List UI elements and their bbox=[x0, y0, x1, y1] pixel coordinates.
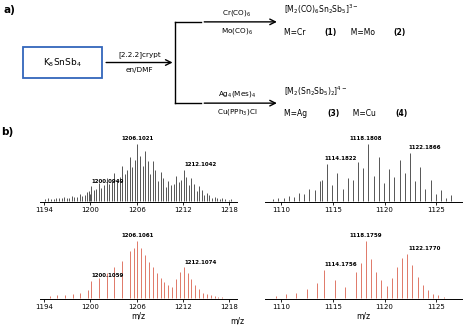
Text: Mo(CO)$_6$: Mo(CO)$_6$ bbox=[221, 26, 253, 36]
Text: Ag$_4$(Mes)$_4$: Ag$_4$(Mes)$_4$ bbox=[218, 89, 256, 99]
Text: M=Mo: M=Mo bbox=[346, 28, 377, 37]
Text: 1212.1074: 1212.1074 bbox=[185, 260, 217, 265]
Text: M=Cu: M=Cu bbox=[348, 109, 379, 118]
Text: (2): (2) bbox=[393, 28, 406, 37]
Text: 1114.1822: 1114.1822 bbox=[325, 156, 357, 161]
Text: 1122.1866: 1122.1866 bbox=[409, 145, 441, 150]
Text: a): a) bbox=[4, 5, 16, 15]
Text: 1118.1808: 1118.1808 bbox=[349, 136, 382, 141]
X-axis label: m/z: m/z bbox=[357, 312, 371, 321]
Text: 1206.1021: 1206.1021 bbox=[121, 136, 154, 141]
X-axis label: m/z: m/z bbox=[132, 312, 146, 321]
Text: [M$_2$(Sn$_2$Sb$_5$)$_2$]$^{4-}$: [M$_2$(Sn$_2$Sb$_5$)$_2$]$^{4-}$ bbox=[284, 84, 347, 97]
Text: en/DMF: en/DMF bbox=[126, 66, 153, 73]
Text: b): b) bbox=[1, 127, 13, 137]
Text: Cr(CO)$_6$: Cr(CO)$_6$ bbox=[222, 8, 252, 18]
Text: Cu(PPh$_3$)Cl: Cu(PPh$_3$)Cl bbox=[217, 107, 257, 117]
Text: m/z: m/z bbox=[230, 317, 244, 326]
Text: 1122.1770: 1122.1770 bbox=[409, 246, 441, 251]
FancyBboxPatch shape bbox=[23, 47, 102, 78]
Text: (1): (1) bbox=[325, 28, 337, 37]
Text: M=Ag: M=Ag bbox=[284, 109, 310, 118]
Text: [M$_2$(CO)$_6$Sn$_2$Sb$_5$]$^{3-}$: [M$_2$(CO)$_6$Sn$_2$Sb$_5$]$^{3-}$ bbox=[284, 2, 359, 16]
Text: 1200.0949: 1200.0949 bbox=[91, 179, 124, 184]
Text: M=Cr: M=Cr bbox=[284, 28, 308, 37]
Text: [2.2.2]crypt: [2.2.2]crypt bbox=[118, 52, 161, 59]
Text: 1114.1756: 1114.1756 bbox=[325, 262, 357, 267]
Text: 1118.1759: 1118.1759 bbox=[349, 233, 382, 238]
Text: K$_8$SnSb$_4$: K$_8$SnSb$_4$ bbox=[44, 56, 82, 69]
Text: 1206.1061: 1206.1061 bbox=[121, 233, 154, 238]
Text: 1200.1059: 1200.1059 bbox=[91, 273, 124, 278]
Text: (4): (4) bbox=[396, 109, 408, 118]
Text: 1212.1042: 1212.1042 bbox=[185, 162, 217, 167]
Text: (3): (3) bbox=[327, 109, 339, 118]
